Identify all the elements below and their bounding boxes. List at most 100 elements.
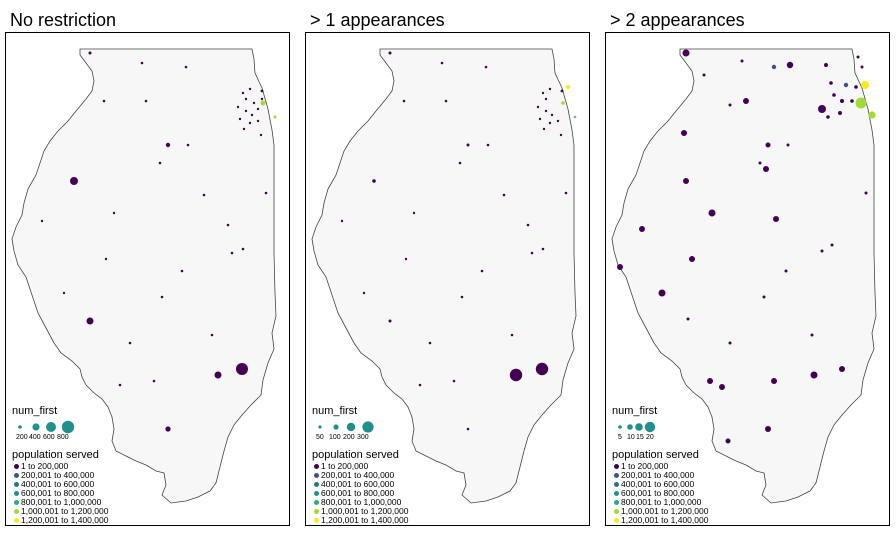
location-point[interactable] [573,115,577,119]
location-point[interactable] [236,105,240,109]
location-point[interactable] [838,111,842,115]
location-point[interactable] [707,378,713,384]
location-point[interactable] [855,97,867,109]
location-point[interactable] [260,89,264,93]
location-point[interactable] [538,117,542,121]
location-point[interactable] [702,73,706,77]
location-point[interactable] [259,133,263,137]
location-point[interactable] [140,61,144,65]
location-point[interactable] [160,295,164,299]
location-point[interactable] [418,383,422,387]
location-point[interactable] [544,109,548,113]
location-point[interactable] [856,55,860,59]
location-point[interactable] [820,249,824,253]
location-point[interactable] [725,438,731,444]
location-point[interactable] [810,371,818,379]
location-point[interactable] [402,99,406,103]
location-point[interactable] [428,341,432,345]
location-point[interactable] [826,115,830,119]
location-point[interactable] [832,93,836,97]
location-point[interactable] [238,117,242,121]
location-point[interactable] [773,216,779,222]
location-point[interactable] [112,211,116,215]
location-point[interactable] [250,113,254,117]
location-point[interactable] [728,341,732,345]
location-point[interactable] [460,295,464,299]
location-point[interactable] [868,111,876,119]
location-point[interactable] [502,193,506,197]
location-point[interactable] [466,427,470,431]
location-point[interactable] [639,226,645,232]
location-point[interactable] [248,87,252,91]
location-point[interactable] [486,143,490,147]
location-point[interactable] [824,63,828,67]
location-point[interactable] [689,256,695,262]
location-point[interactable] [683,178,689,184]
location-point[interactable] [617,264,623,270]
location-point[interactable] [236,363,248,375]
location-point[interactable] [556,119,560,123]
location-point[interactable] [763,166,769,172]
location-point[interactable] [719,384,725,390]
location-point[interactable] [226,223,230,227]
location-point[interactable] [839,366,845,372]
location-point[interactable] [484,65,488,69]
location-point[interactable] [444,99,448,103]
location-point[interactable] [681,130,687,136]
location-point[interactable] [260,100,266,106]
location-point[interactable] [771,378,777,384]
location-point[interactable] [860,65,864,69]
location-point[interactable] [850,99,854,103]
location-point[interactable] [686,317,690,321]
location-point[interactable] [541,247,545,251]
location-point[interactable] [509,368,523,382]
location-point[interactable] [273,115,277,119]
location-point[interactable] [561,101,565,105]
location-point[interactable] [248,121,252,125]
location-point[interactable] [152,379,156,383]
location-point[interactable] [784,269,788,273]
location-point[interactable] [535,362,549,376]
location-point[interactable] [830,243,834,247]
location-point[interactable] [771,64,777,70]
location-point[interactable] [526,223,530,227]
location-point[interactable] [214,371,222,379]
location-point[interactable] [708,209,716,217]
location-point[interactable] [530,251,534,255]
location-point[interactable] [682,49,690,57]
location-point[interactable] [565,84,571,90]
location-point[interactable] [202,193,206,197]
location-point[interactable] [388,319,392,323]
location-point[interactable] [340,219,344,223]
location-point[interactable] [70,177,78,185]
location-point[interactable] [88,51,92,55]
location-point[interactable] [40,219,44,223]
location-point[interactable] [740,59,744,63]
location-point[interactable] [854,85,858,89]
location-point[interactable] [743,98,749,104]
location-point[interactable] [180,269,184,273]
location-point[interactable] [864,191,868,195]
location-point[interactable] [440,61,444,65]
location-point[interactable] [244,97,248,101]
location-point[interactable] [544,97,548,101]
location-point[interactable] [256,119,260,123]
location-point[interactable] [264,191,268,195]
location-point[interactable] [184,65,188,69]
location-point[interactable] [260,97,264,101]
location-point[interactable] [404,257,408,261]
location-point[interactable] [165,142,171,148]
location-point[interactable] [829,81,833,85]
location-point[interactable] [388,51,392,55]
location-point[interactable] [256,107,260,111]
location-point[interactable] [128,341,132,345]
location-point[interactable] [810,333,814,337]
location-point[interactable] [452,379,456,383]
location-point[interactable] [765,142,771,148]
location-point[interactable] [102,99,106,103]
location-point[interactable] [510,333,514,337]
location-point[interactable] [62,291,66,295]
location-point[interactable] [118,383,122,387]
location-point[interactable] [541,91,545,95]
location-point[interactable] [241,247,245,251]
